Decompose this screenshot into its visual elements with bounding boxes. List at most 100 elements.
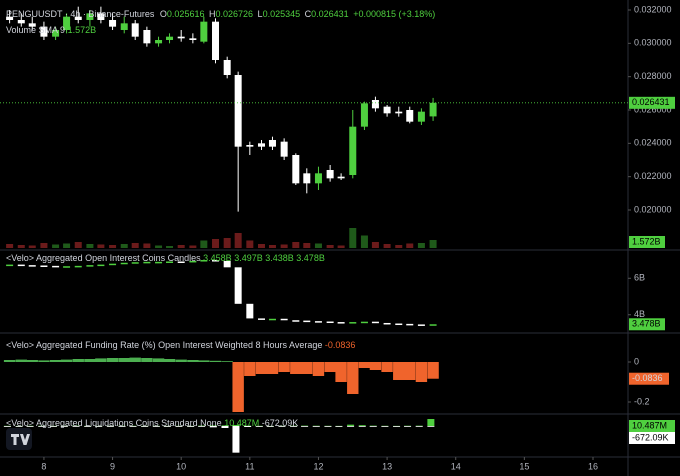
- oi-candle: [86, 265, 94, 267]
- y-tick-label: 4B: [634, 309, 645, 319]
- bar: [312, 362, 325, 376]
- bar: [244, 362, 256, 376]
- bar: [358, 425, 366, 426]
- bar: [118, 426, 126, 427]
- liq-title: <Velo> Aggregated Liquidations Coins Sta…: [6, 418, 222, 428]
- volume-bar: [292, 242, 300, 248]
- oi-high: 3.497B: [234, 253, 263, 263]
- bar: [106, 426, 114, 427]
- candle-body: [120, 23, 128, 30]
- oi-candle: [28, 265, 36, 267]
- bar: [60, 426, 68, 427]
- oi-candle: [360, 321, 368, 324]
- funding-last-label: -0.0836: [632, 373, 663, 383]
- volume-bar: [28, 245, 36, 248]
- volume-bar: [177, 245, 185, 248]
- volume-bar: [326, 245, 334, 248]
- oi-candle: [349, 322, 357, 324]
- bar: [221, 425, 229, 427]
- bar: [187, 426, 195, 427]
- bar: [15, 426, 23, 427]
- candle-body: [200, 21, 208, 42]
- bar: [175, 426, 183, 427]
- oi-candle: [246, 303, 254, 319]
- x-tick-label: 14: [451, 461, 461, 471]
- bar: [266, 426, 274, 427]
- volume-bar: [383, 244, 391, 248]
- bar: [290, 426, 298, 427]
- bar: [404, 362, 416, 380]
- y-tick-label: 0.020000: [634, 204, 672, 214]
- bar: [141, 358, 153, 362]
- candle-body: [406, 110, 414, 122]
- bar: [232, 425, 240, 426]
- candle-body: [234, 75, 242, 147]
- bar: [209, 360, 222, 362]
- open-value: 0.025616: [167, 9, 205, 19]
- volume-bar: [257, 244, 265, 248]
- candle-body: [280, 141, 288, 157]
- volume-bar: [143, 243, 151, 248]
- bar: [72, 426, 80, 427]
- oi-header: <Velo> Aggregated Open Interest Coins Ca…: [6, 253, 325, 263]
- bar: [141, 426, 149, 427]
- oi-candle: [200, 260, 208, 262]
- oi-candle: [63, 266, 71, 268]
- volume-bar: [200, 240, 208, 248]
- candle-body: [143, 30, 151, 44]
- bar: [415, 362, 428, 382]
- oi-close: 3.478B: [296, 253, 325, 263]
- oi-candle: [40, 265, 48, 268]
- oi-candle: [268, 318, 276, 321]
- oi-candle: [6, 264, 14, 267]
- bar: [118, 358, 130, 362]
- bar: [15, 359, 27, 362]
- ohlc-letter: L: [258, 9, 263, 19]
- oi-candle: [177, 261, 185, 263]
- volume-bar: [234, 233, 242, 248]
- oi-open: 3.458B: [203, 253, 232, 263]
- bar: [278, 426, 286, 427]
- oi-candle: [371, 321, 379, 324]
- oi-candle: [280, 318, 288, 321]
- bar: [84, 359, 96, 362]
- volume-bar: [223, 238, 231, 248]
- last-price-box: [629, 96, 675, 109]
- volume-label: Volume SMA 9: [6, 25, 65, 35]
- volume-bar: [6, 244, 14, 248]
- bar: [198, 360, 210, 362]
- y-tick-label: 0.026000: [634, 104, 672, 114]
- oi-candle: [337, 322, 345, 324]
- bar: [381, 426, 389, 427]
- candle-body: [383, 106, 391, 114]
- bar: [175, 359, 187, 362]
- bar: [278, 362, 290, 372]
- candle-body: [166, 36, 174, 40]
- close-value: 0.026431: [311, 9, 349, 19]
- tradingview-logo: [6, 428, 32, 450]
- ohlc-letter: H: [209, 9, 216, 19]
- candle-body: [109, 20, 117, 27]
- volume-bar: [337, 245, 345, 248]
- bar: [129, 426, 137, 427]
- bar: [84, 426, 92, 427]
- change-value: +0.000815 (+3.18%): [353, 9, 435, 19]
- volume-bar: [280, 244, 288, 248]
- oi-candle: [257, 318, 265, 320]
- liq-last-label: 10.487M: [632, 420, 667, 430]
- candle-body: [97, 13, 105, 20]
- ohlc-letter: C: [305, 9, 312, 19]
- volume-bar: [63, 243, 71, 248]
- bar: [266, 362, 279, 374]
- bar: [187, 360, 199, 362]
- bar: [49, 426, 57, 427]
- volume-bar: [314, 243, 322, 248]
- candle-body: [28, 23, 36, 27]
- bar: [393, 426, 401, 427]
- liq-long: 10.487M: [224, 418, 259, 428]
- x-tick-label: 8: [41, 461, 46, 471]
- candle-body: [326, 170, 334, 179]
- bar: [106, 358, 119, 362]
- candle-body: [360, 103, 368, 127]
- y-tick-label: 0.032000: [634, 4, 672, 14]
